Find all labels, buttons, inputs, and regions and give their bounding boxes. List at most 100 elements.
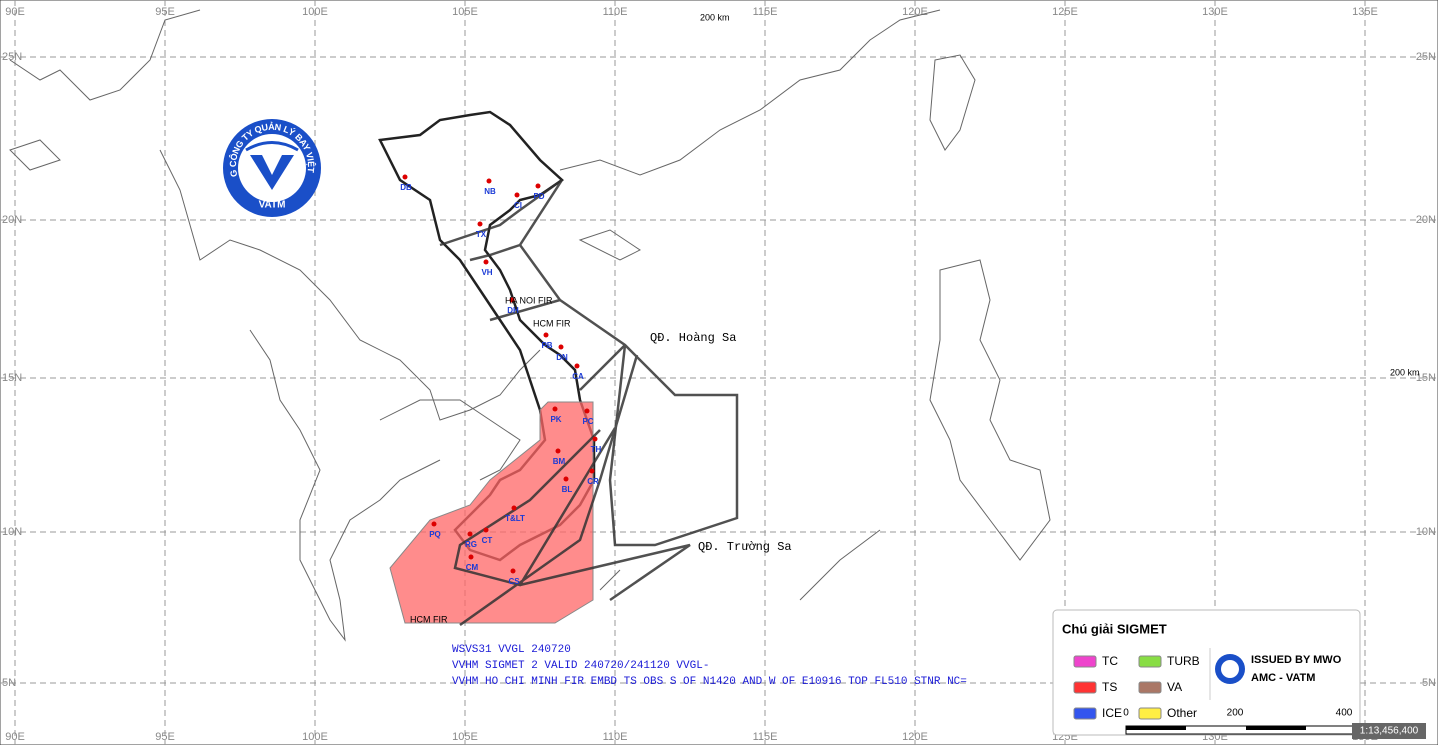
station-dot <box>589 468 595 474</box>
fir-label: HCM FIR <box>410 614 448 624</box>
legend-logo-center <box>1221 660 1239 678</box>
station-code: CI <box>514 201 522 210</box>
station-dot <box>592 436 598 442</box>
station-code: PB <box>541 341 552 350</box>
scale-label: 400 <box>1336 708 1353 719</box>
lon-label: 110E <box>603 6 628 18</box>
lat-label: 10N <box>1416 526 1436 538</box>
station-dot <box>402 174 408 180</box>
station-dot <box>543 332 549 338</box>
scale-bar-seg <box>1126 726 1186 730</box>
legend-swatch <box>1073 655 1097 668</box>
station-code: RG <box>465 540 477 549</box>
station-dot <box>468 554 474 560</box>
station-dot <box>483 259 489 265</box>
station-dot <box>563 476 569 482</box>
lon-label: 95E <box>155 6 175 18</box>
station-dot <box>584 408 590 414</box>
lon-label: 95E <box>155 731 175 743</box>
station-code: DH <box>507 306 519 315</box>
station-dot <box>486 178 492 184</box>
lon-label: 125E <box>1052 6 1078 18</box>
lon-label: 130E <box>1202 6 1228 18</box>
station-code: PK <box>550 415 561 424</box>
station-dot <box>431 521 437 527</box>
island-label: QĐ. Trường Sa <box>698 540 792 554</box>
station-code: PD <box>533 192 544 201</box>
lon-label: 90E <box>5 6 25 18</box>
fir-boundaries <box>439 178 739 627</box>
station-dot <box>514 192 520 198</box>
station-dot <box>511 505 517 511</box>
ratio-box <box>1352 723 1426 739</box>
station-code: CA <box>572 372 584 381</box>
lon-label: 105E <box>452 731 478 743</box>
station-code: VH <box>481 268 492 277</box>
island-label: QĐ. Hoàng Sa <box>650 331 736 345</box>
station-dot <box>555 448 561 454</box>
scale-bar: 0200400600km 1:13,456,400 <box>1123 708 1438 739</box>
logo-v <box>250 155 294 190</box>
legend-swatch <box>1138 655 1162 668</box>
station-code: T&LT <box>505 514 525 523</box>
station-dot <box>558 344 564 350</box>
logo-wing <box>245 141 299 152</box>
distance-label: 200 km <box>1390 367 1420 377</box>
station-code: CT <box>482 536 493 545</box>
lon-label: 110E <box>603 731 628 743</box>
lon-label: 100E <box>302 731 328 743</box>
sigmet-line: WSVS31 VVGL 240720 <box>452 644 571 656</box>
lat-label: 15N <box>1416 372 1436 384</box>
distance-label: 200 km <box>700 12 730 22</box>
lat-label: 5N <box>2 677 16 689</box>
station-dot <box>535 183 541 189</box>
issued-by: ISSUED BY MWO <box>1251 654 1342 666</box>
station-code: CM <box>466 563 479 572</box>
sigmet-line: VVHM SIGMET 2 VALID 240720/241120 VVGL- <box>452 660 709 672</box>
legend-label: TURB <box>1167 654 1200 668</box>
scale-label: 200 <box>1227 708 1244 719</box>
lon-label: 115E <box>753 6 778 18</box>
scale-label: 0 <box>1123 708 1129 719</box>
legend-title: Chú giải SIGMET <box>1062 621 1167 636</box>
lon-label: 105E <box>452 6 478 18</box>
lon-label: 135E <box>1352 6 1378 18</box>
logo-name: VATM <box>259 200 286 211</box>
fir-label: HA NOI FIR <box>505 295 553 305</box>
lat-label: 15N <box>2 372 22 384</box>
legend-swatch <box>1073 707 1097 720</box>
sigmet-line: VVHM HO CHI MINH FIR EMBD TS OBS S OF N1… <box>452 676 967 688</box>
legend-items: TC TS ICE TURB VA Other <box>1073 654 1200 720</box>
station-code: NB <box>484 187 496 196</box>
lat-label: 20N <box>1416 214 1436 226</box>
lat-label: 20N <box>2 214 22 226</box>
issued-by: AMC - VATM <box>1251 672 1315 684</box>
coastlines <box>9 9 1051 642</box>
lon-label: 100E <box>302 6 328 18</box>
station-dot <box>477 221 483 227</box>
lon-label: 120E <box>902 731 928 743</box>
legend-swatch <box>1073 681 1097 694</box>
vietnam-border <box>378 110 596 562</box>
station-dot <box>552 406 558 412</box>
lat-label: 25N <box>2 51 22 63</box>
station-code: TH <box>591 445 602 454</box>
legend-swatch <box>1138 707 1162 720</box>
station-dot <box>574 363 580 369</box>
station-code: TX <box>476 230 487 239</box>
station-code: BM <box>553 457 566 466</box>
legend-label: Other <box>1167 706 1197 720</box>
stations: DB NB CI PD TX VH DH PB DN CA PK PC TH BM CR BL T&LT PQ RG… <box>400 174 602 586</box>
station-code: PC <box>582 417 593 426</box>
fir-label: HCM FIR <box>533 318 571 328</box>
station-dot <box>467 531 473 537</box>
lat-label: 5N <box>1422 677 1436 689</box>
station-dot <box>509 297 515 303</box>
lat-label: 25N <box>1416 51 1436 63</box>
station-dot <box>510 568 516 574</box>
legend-label: TS <box>1102 680 1117 694</box>
station-code: DB <box>400 183 412 192</box>
scale-bar-seg <box>1246 726 1306 730</box>
